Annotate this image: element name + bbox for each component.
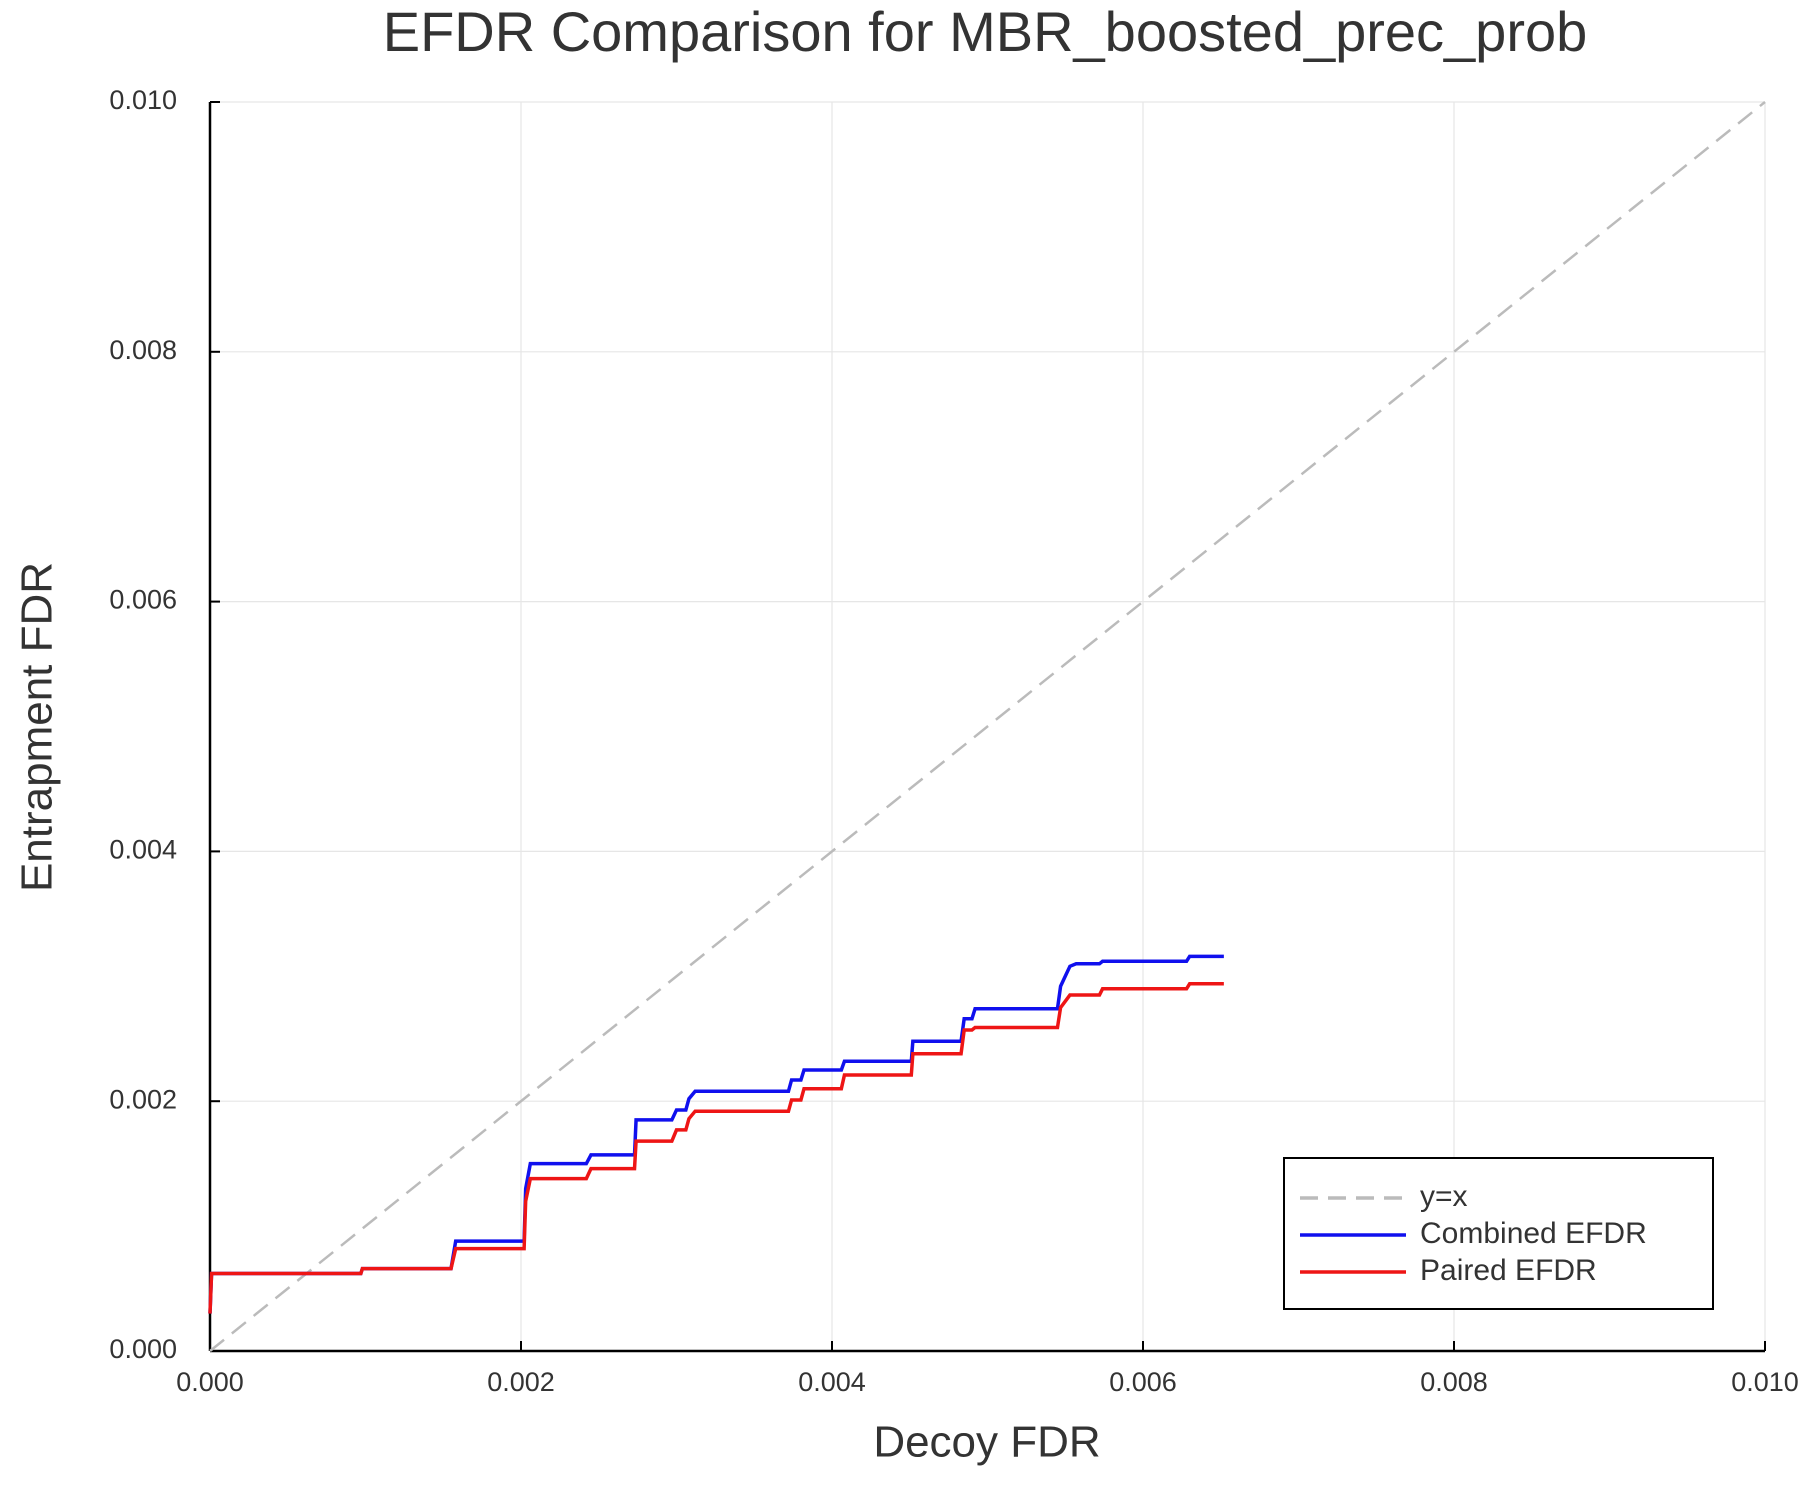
y-tick-label: 0.006 [109,585,177,615]
legend-label: Paired EFDR [1420,1254,1597,1287]
y-axis-label: Entrapment FDR [13,562,62,892]
y-tick-label: 0.004 [109,835,177,865]
x-tick-label: 0.004 [798,1367,866,1397]
legend-label: Combined EFDR [1420,1217,1647,1250]
x-axis-label: Decoy FDR [873,1418,1100,1467]
x-tick-label: 0.002 [487,1367,555,1397]
x-tick-label: 0.008 [1420,1367,1488,1397]
chart-title: EFDR Comparison for MBR_boosted_prec_pro… [383,0,1588,63]
data-line [209,101,1766,1352]
y-tick-label: 0.010 [109,85,177,115]
y-tick-label: 0.002 [109,1084,177,1114]
y-tick-label: 0.008 [109,335,177,365]
data-line [208,954,1224,1314]
x-tick-label: 0.000 [176,1367,244,1397]
y-tick-label: 0.000 [109,1334,177,1364]
legend-label: y=x [1420,1180,1468,1213]
x-tick-label: 0.010 [1731,1367,1799,1397]
x-tick-label: 0.006 [1109,1367,1177,1397]
data-line [208,982,1224,1314]
